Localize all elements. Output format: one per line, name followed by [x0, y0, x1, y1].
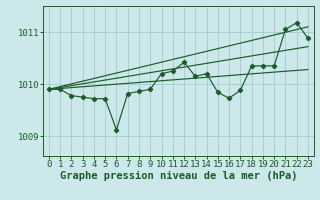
X-axis label: Graphe pression niveau de la mer (hPa): Graphe pression niveau de la mer (hPa): [60, 171, 297, 181]
